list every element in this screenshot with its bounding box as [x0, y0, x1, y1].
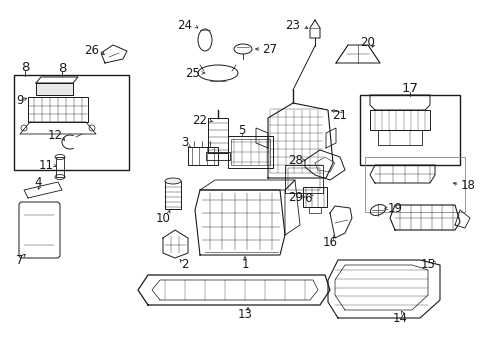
Bar — [285, 165, 323, 193]
Text: 19: 19 — [386, 202, 402, 215]
Text: 21: 21 — [332, 108, 347, 122]
Bar — [14, 75, 129, 170]
Text: 12: 12 — [47, 129, 62, 141]
Text: 25: 25 — [185, 67, 200, 80]
Bar — [56, 157, 64, 177]
Text: 23: 23 — [285, 18, 300, 32]
Ellipse shape — [164, 178, 181, 184]
Bar — [187, 147, 218, 165]
Bar — [303, 187, 326, 207]
Text: 16: 16 — [322, 235, 337, 248]
Text: 15: 15 — [420, 258, 434, 271]
Text: 14: 14 — [392, 311, 407, 324]
Text: 24: 24 — [177, 18, 192, 32]
Text: 11: 11 — [39, 158, 53, 171]
Text: 26: 26 — [84, 44, 99, 57]
Text: 22: 22 — [192, 113, 207, 126]
Text: 7: 7 — [16, 253, 24, 266]
Bar — [207, 118, 227, 153]
Text: 13: 13 — [237, 309, 252, 321]
Bar — [377, 130, 421, 145]
Text: 8: 8 — [21, 60, 29, 73]
Text: 1: 1 — [241, 258, 248, 271]
Bar — [230, 139, 269, 165]
Bar — [359, 95, 459, 165]
Bar — [364, 157, 464, 212]
Text: 10: 10 — [155, 212, 170, 225]
Bar — [227, 136, 272, 168]
Text: 20: 20 — [360, 36, 375, 49]
Bar — [308, 207, 320, 213]
Text: 9: 9 — [16, 94, 24, 107]
Text: 4: 4 — [34, 176, 41, 189]
Bar — [36, 83, 73, 95]
Bar — [28, 97, 88, 122]
Text: 8: 8 — [58, 62, 66, 75]
Bar — [205, 152, 229, 160]
Bar — [287, 168, 319, 190]
Bar — [164, 181, 181, 209]
Text: 6: 6 — [304, 192, 311, 204]
Text: 28: 28 — [288, 153, 303, 166]
Text: 17: 17 — [401, 81, 418, 95]
Text: 27: 27 — [262, 42, 277, 55]
Text: 5: 5 — [238, 123, 245, 136]
Text: 2: 2 — [181, 257, 188, 270]
Text: 29: 29 — [288, 190, 303, 203]
Bar — [369, 110, 429, 130]
Text: 18: 18 — [460, 179, 474, 192]
Text: 3: 3 — [181, 135, 188, 149]
